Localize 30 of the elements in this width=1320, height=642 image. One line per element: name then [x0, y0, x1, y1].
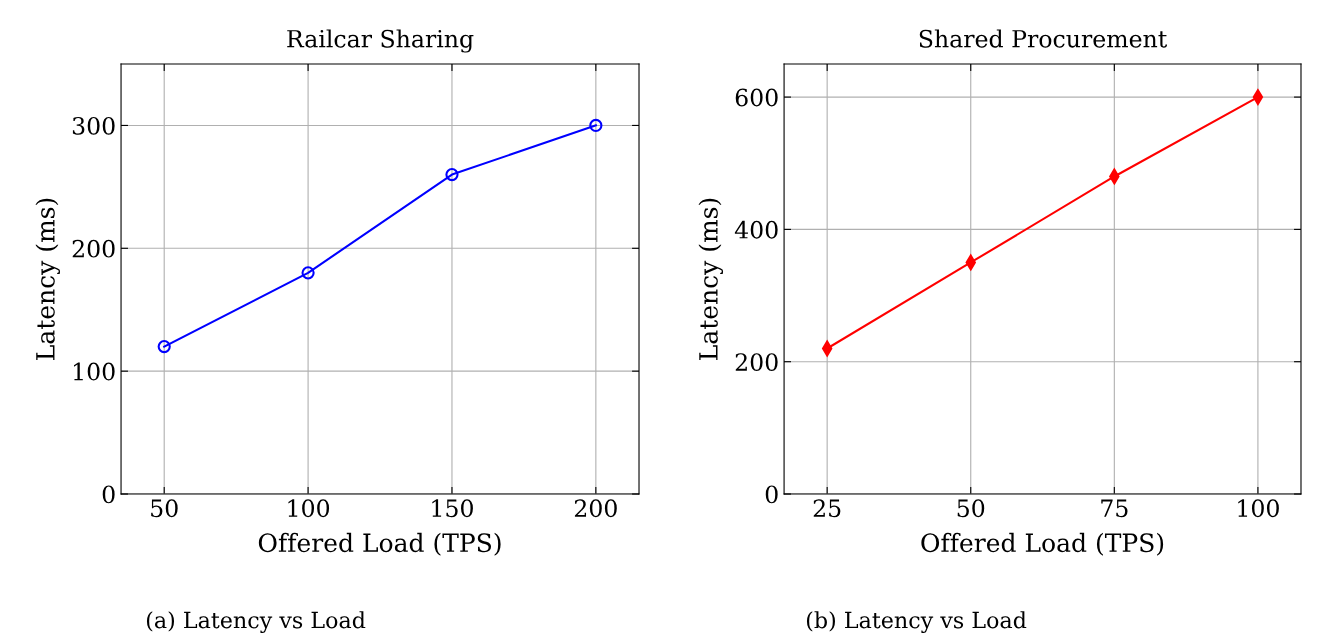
- point: [301, 266, 315, 280]
- point: [821, 340, 833, 357]
- x-axis-title: Offered Load (TPS): [921, 532, 1164, 556]
- point: [1252, 89, 1264, 105]
- chart-title: Railcar Sharing: [287, 29, 474, 53]
- point: [157, 339, 171, 354]
- point: [589, 118, 603, 133]
- text: (a) Latency vs Load: [146, 611, 366, 634]
- y-tick-label: 300: [72, 116, 115, 135]
- x-tick-label: 150: [432, 499, 473, 518]
- point: [445, 167, 459, 182]
- text: (b) Latency vs Load: [806, 611, 1027, 634]
- x-tick-label: 75: [1101, 499, 1128, 518]
- y-tick-label: 100: [74, 362, 115, 381]
- y-tick-label: 200: [735, 353, 778, 372]
- y-tick-label: 0: [102, 485, 115, 504]
- x-tick-label: 100: [288, 499, 330, 518]
- x-tick-label: 200: [574, 499, 617, 518]
- x-tick-label: 25: [813, 499, 841, 518]
- y-axis-title: Latency (ms): [698, 198, 724, 360]
- y-tick-label: 400: [734, 220, 778, 239]
- y-tick-label: 600: [735, 88, 778, 107]
- x-tick-label: 50: [151, 499, 178, 518]
- x-axis-title: Offered Load (TPS): [258, 532, 501, 556]
- x-tick-label: 50: [957, 499, 985, 518]
- y-tick-label: 0: [765, 485, 778, 504]
- chart-title: Shared Procurement: [919, 29, 1168, 48]
- y-axis-title: Latency (ms): [35, 198, 60, 360]
- x-tick-label: 100: [1238, 499, 1279, 518]
- y-tick-label: 200: [72, 239, 115, 258]
